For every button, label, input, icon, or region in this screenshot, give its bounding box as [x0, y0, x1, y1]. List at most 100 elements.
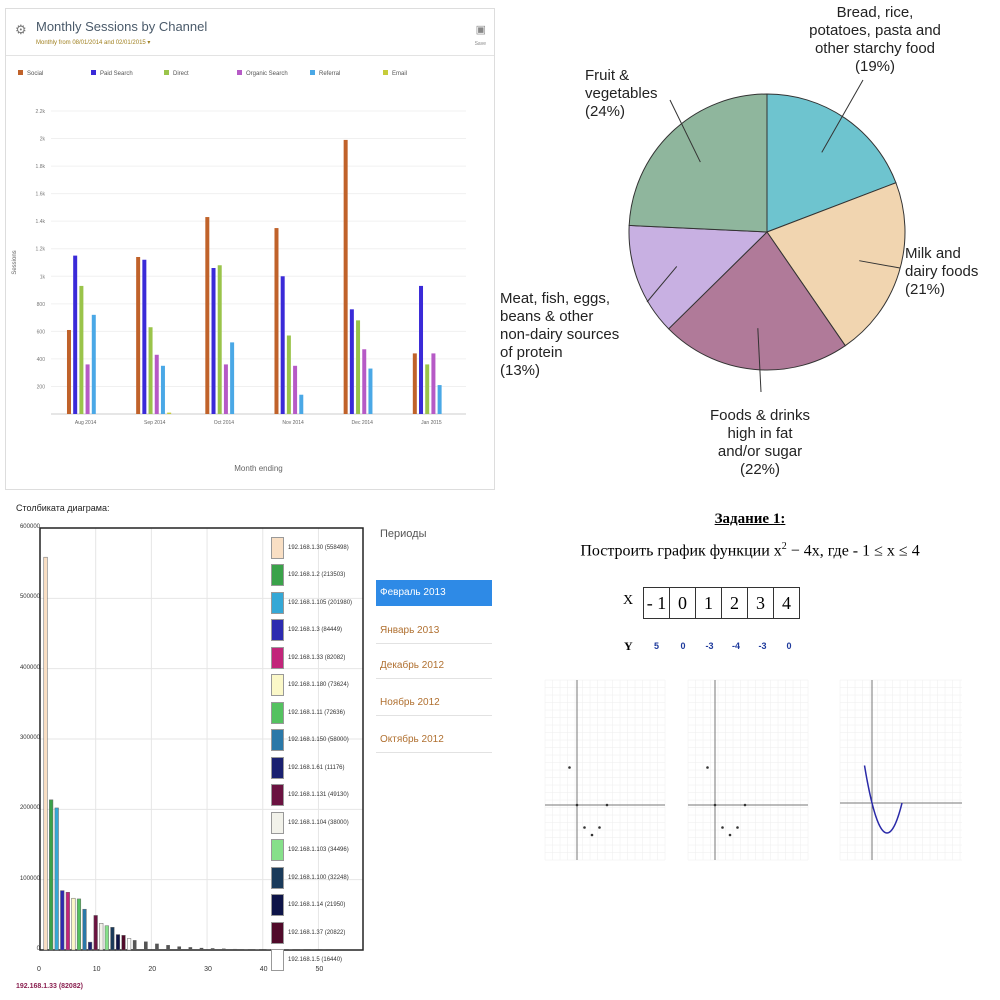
legend-swatch — [271, 894, 284, 917]
bar — [188, 947, 193, 950]
legend-label: 192.168.1.103 (34496) — [288, 847, 349, 854]
bar — [221, 948, 226, 950]
bar — [299, 394, 304, 414]
period-item[interactable]: Ноябрь 2012 — [376, 690, 492, 716]
legend-swatch — [271, 619, 284, 642]
y-tick-label: 200 — [37, 384, 46, 390]
ip-bar-chart — [39, 527, 364, 951]
x-tick-label: 40 — [259, 966, 268, 973]
legend-label: 192.168.1.11 (72636) — [288, 709, 345, 716]
bar — [233, 948, 237, 950]
legend-item[interactable]: 192.168.1.100 (32248) — [271, 864, 357, 892]
x-tick-label: 30 — [204, 966, 212, 973]
period-item[interactable]: Декабрь 2012 — [376, 653, 492, 679]
period-item[interactable]: Январь 2013 — [376, 618, 492, 644]
x-row-label: X — [623, 593, 634, 608]
legend-item[interactable]: 192.168.1.14 (21950) — [271, 892, 357, 920]
header-divider — [6, 55, 494, 56]
bar — [132, 940, 137, 950]
y-tick-label: 1.6k — [36, 192, 46, 198]
x-tick-label: 20 — [148, 966, 157, 973]
legend-swatch — [271, 921, 284, 944]
data-point — [728, 833, 732, 837]
bar — [177, 946, 182, 950]
bar — [73, 255, 78, 414]
y-value: -4 — [731, 641, 740, 651]
bar — [217, 265, 222, 414]
y-tick-label: 1.8k — [36, 164, 46, 170]
legend-item[interactable]: 192.168.1.33 (82082) — [271, 644, 357, 672]
y-tick-label: 500000 — [19, 594, 40, 601]
bar — [166, 945, 170, 950]
data-point — [713, 803, 717, 807]
legend-item[interactable]: 192.168.1.150 (58000) — [271, 727, 357, 755]
legend-item[interactable]: 192.168.1.105 (201980) — [271, 589, 357, 617]
legend-item[interactable]: 192.168.1.104 (38000) — [271, 809, 357, 837]
pie-slice — [766, 93, 897, 233]
bar — [99, 923, 104, 951]
legend-label: 192.168.1.61 (11176) — [288, 764, 345, 771]
bar — [155, 943, 159, 950]
legend-item[interactable]: 192.168.1.11 (72636) — [271, 699, 357, 727]
bar — [160, 365, 165, 414]
bar — [349, 309, 354, 414]
x-value-cell: - 1 — [643, 587, 670, 619]
legend-label: 192.168.1.30 (558498) — [288, 544, 349, 551]
y-value: 0 — [680, 641, 686, 651]
legend-item[interactable]: 192.168.1.5 (16440) — [271, 947, 357, 975]
y-tick-label: 400 — [37, 357, 46, 363]
bar — [154, 354, 159, 414]
bar — [65, 892, 70, 951]
y-tick-label: 0 — [36, 946, 40, 952]
bar — [425, 364, 430, 414]
sessions-bar-chart: Social Paid Search Direct Organic Search Ref… — [12, 70, 466, 473]
bar — [71, 897, 76, 951]
data-point — [743, 803, 747, 807]
y-tick-label: 2k — [40, 137, 46, 143]
bar — [244, 949, 248, 950]
legend-item[interactable]: 192.168.1.30 (558498) — [271, 534, 357, 562]
legend-swatch — [91, 70, 96, 75]
bar — [110, 927, 115, 951]
legend-item[interactable]: 192.168.1.61 (11176) — [271, 754, 357, 782]
gear-icon[interactable]: ⚙ — [15, 22, 27, 37]
x-value-cell: 4 — [773, 587, 800, 619]
date-range-selector[interactable]: Monthly from 08/01/2014 and 02/01/2015 ▾ — [36, 40, 151, 46]
legend-item[interactable]: 192.168.1.2 (213503) — [271, 562, 357, 590]
bar — [211, 268, 216, 414]
bar — [362, 349, 367, 414]
legend-item[interactable]: 192.168.1.37 (20822) — [271, 919, 357, 947]
legend-item[interactable]: 192.168.1.131 (49130) — [271, 782, 357, 810]
bar — [142, 259, 147, 414]
legend-item[interactable]: 192.168.1.3 (84449) — [271, 617, 357, 645]
legend-swatch — [271, 866, 284, 889]
bar — [280, 276, 285, 414]
period-item[interactable]: Февраль 2013 — [376, 580, 492, 606]
y-tick-label: 1.4k — [36, 219, 46, 225]
bar — [79, 285, 84, 414]
legend-item[interactable]: 192.168.1.180 (73624) — [271, 672, 357, 700]
slice-label: Foods & drinks high in fat and/or sugar (22… — [710, 407, 810, 478]
y-tick-label: 1.2k — [36, 247, 46, 253]
legend-swatch — [271, 646, 284, 669]
x-value-cell: 3 — [747, 587, 774, 619]
legend-swatch — [271, 839, 284, 862]
legend-label: Organic Search — [246, 71, 288, 77]
y-value: 0 — [786, 641, 792, 651]
slice-label: Fruit & vegetables (24%) — [585, 67, 658, 120]
y-axis-title: Sessions — [12, 250, 18, 274]
legend-label: Referral — [319, 71, 340, 77]
legend-label: 192.168.1.180 (73624) — [288, 682, 349, 689]
legend-label: 192.168.1.104 (38000) — [288, 819, 349, 826]
bar — [136, 256, 141, 414]
x-tick-label: Nov 2014 — [282, 420, 304, 426]
bar — [274, 228, 279, 414]
legend-item[interactable]: 192.168.1.103 (34496) — [271, 837, 357, 865]
x-axis-title: Month ending — [234, 464, 282, 473]
data-point — [721, 826, 724, 829]
legend-label: 192.168.1.100 (32248) — [288, 874, 349, 881]
camera-icon[interactable]: ▣ — [475, 24, 486, 36]
period-item[interactable]: Октябрь 2012 — [376, 727, 492, 753]
bar — [88, 941, 93, 951]
legend-label: 192.168.1.105 (201980) — [288, 599, 353, 606]
